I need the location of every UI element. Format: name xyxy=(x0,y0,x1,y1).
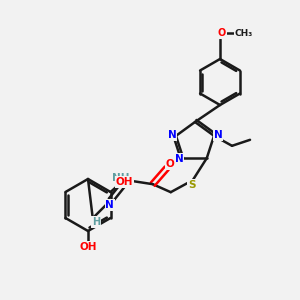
Text: CH₃: CH₃ xyxy=(235,28,253,38)
Text: N: N xyxy=(105,200,114,210)
Text: H: H xyxy=(92,217,100,227)
Text: N: N xyxy=(175,154,184,164)
Text: OH: OH xyxy=(79,242,97,252)
Text: N: N xyxy=(168,130,176,140)
Text: OH: OH xyxy=(116,177,133,187)
Text: O: O xyxy=(218,28,226,38)
Text: S: S xyxy=(188,180,196,190)
Text: N: N xyxy=(214,130,222,140)
Text: NH: NH xyxy=(112,173,130,183)
Text: O: O xyxy=(165,159,174,169)
